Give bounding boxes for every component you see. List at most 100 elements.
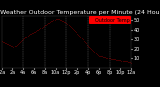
Point: [90, 48, 92, 50]
Point: [24, 37, 27, 38]
Point: [66, 23, 69, 25]
Point: [63, 22, 66, 23]
Point: [130, 62, 132, 64]
Title: Milwaukee Weather Outdoor Temperature per Minute (24 Hours): Milwaukee Weather Outdoor Temperature pe…: [0, 10, 160, 15]
Point: [56, 19, 59, 20]
Point: [73, 29, 75, 31]
Point: [84, 42, 87, 44]
Point: [53, 20, 56, 21]
Point: [28, 33, 31, 34]
Point: [16, 43, 19, 45]
Point: [88, 46, 90, 48]
Point: [106, 58, 109, 59]
Point: [48, 23, 50, 24]
Point: [33, 31, 35, 32]
Point: [21, 40, 23, 41]
Point: [38, 28, 41, 30]
Point: [68, 25, 71, 27]
Legend: Outdoor Temp: Outdoor Temp: [89, 16, 131, 24]
Point: [120, 61, 123, 62]
Point: [124, 61, 127, 62]
Point: [119, 60, 122, 61]
Point: [67, 24, 70, 26]
Point: [113, 59, 115, 60]
Point: [116, 60, 118, 61]
Point: [42, 25, 45, 27]
Point: [76, 33, 78, 34]
Point: [71, 27, 73, 29]
Point: [60, 20, 62, 21]
Point: [92, 50, 95, 52]
Point: [18, 42, 20, 44]
Point: [93, 51, 96, 52]
Point: [0, 41, 3, 42]
Point: [98, 55, 100, 56]
Point: [31, 32, 33, 33]
Point: [127, 62, 129, 63]
Point: [20, 41, 22, 42]
Point: [64, 22, 67, 23]
Point: [105, 58, 108, 59]
Point: [75, 31, 77, 32]
Point: [110, 59, 113, 60]
Point: [3, 41, 5, 43]
Point: [126, 61, 128, 62]
Point: [22, 39, 24, 40]
Point: [108, 58, 111, 59]
Point: [104, 57, 107, 58]
Point: [51, 21, 54, 22]
Point: [27, 34, 30, 35]
Point: [9, 44, 12, 46]
Point: [4, 42, 6, 44]
Point: [19, 41, 21, 43]
Point: [26, 35, 29, 36]
Point: [87, 45, 89, 47]
Point: [117, 60, 120, 61]
Point: [109, 59, 112, 60]
Point: [61, 21, 63, 22]
Point: [122, 61, 125, 62]
Point: [39, 27, 42, 29]
Point: [7, 43, 9, 45]
Point: [79, 36, 82, 37]
Point: [100, 56, 102, 57]
Point: [94, 52, 97, 53]
Point: [129, 62, 131, 63]
Point: [55, 19, 58, 20]
Point: [5, 42, 7, 44]
Point: [121, 61, 124, 62]
Point: [23, 38, 26, 39]
Point: [114, 59, 116, 60]
Point: [1, 41, 4, 43]
Point: [78, 35, 81, 36]
Point: [6, 43, 8, 45]
Point: [86, 44, 88, 46]
Point: [10, 45, 13, 47]
Point: [62, 21, 64, 22]
Point: [40, 27, 43, 29]
Point: [29, 33, 32, 34]
Point: [46, 23, 48, 25]
Point: [99, 56, 101, 57]
Point: [101, 56, 103, 57]
Point: [14, 45, 17, 47]
Point: [15, 44, 18, 46]
Point: [11, 45, 14, 47]
Point: [50, 21, 52, 22]
Point: [41, 26, 44, 28]
Point: [80, 38, 83, 39]
Point: [95, 53, 98, 54]
Point: [25, 36, 28, 37]
Point: [84, 41, 86, 43]
Point: [12, 46, 15, 48]
Point: [69, 26, 72, 28]
Point: [44, 24, 46, 26]
Point: [107, 58, 110, 59]
Point: [65, 23, 68, 24]
Point: [49, 22, 52, 23]
Point: [32, 32, 34, 33]
Point: [74, 30, 76, 32]
Point: [47, 23, 49, 24]
Point: [54, 19, 57, 20]
Point: [96, 54, 99, 55]
